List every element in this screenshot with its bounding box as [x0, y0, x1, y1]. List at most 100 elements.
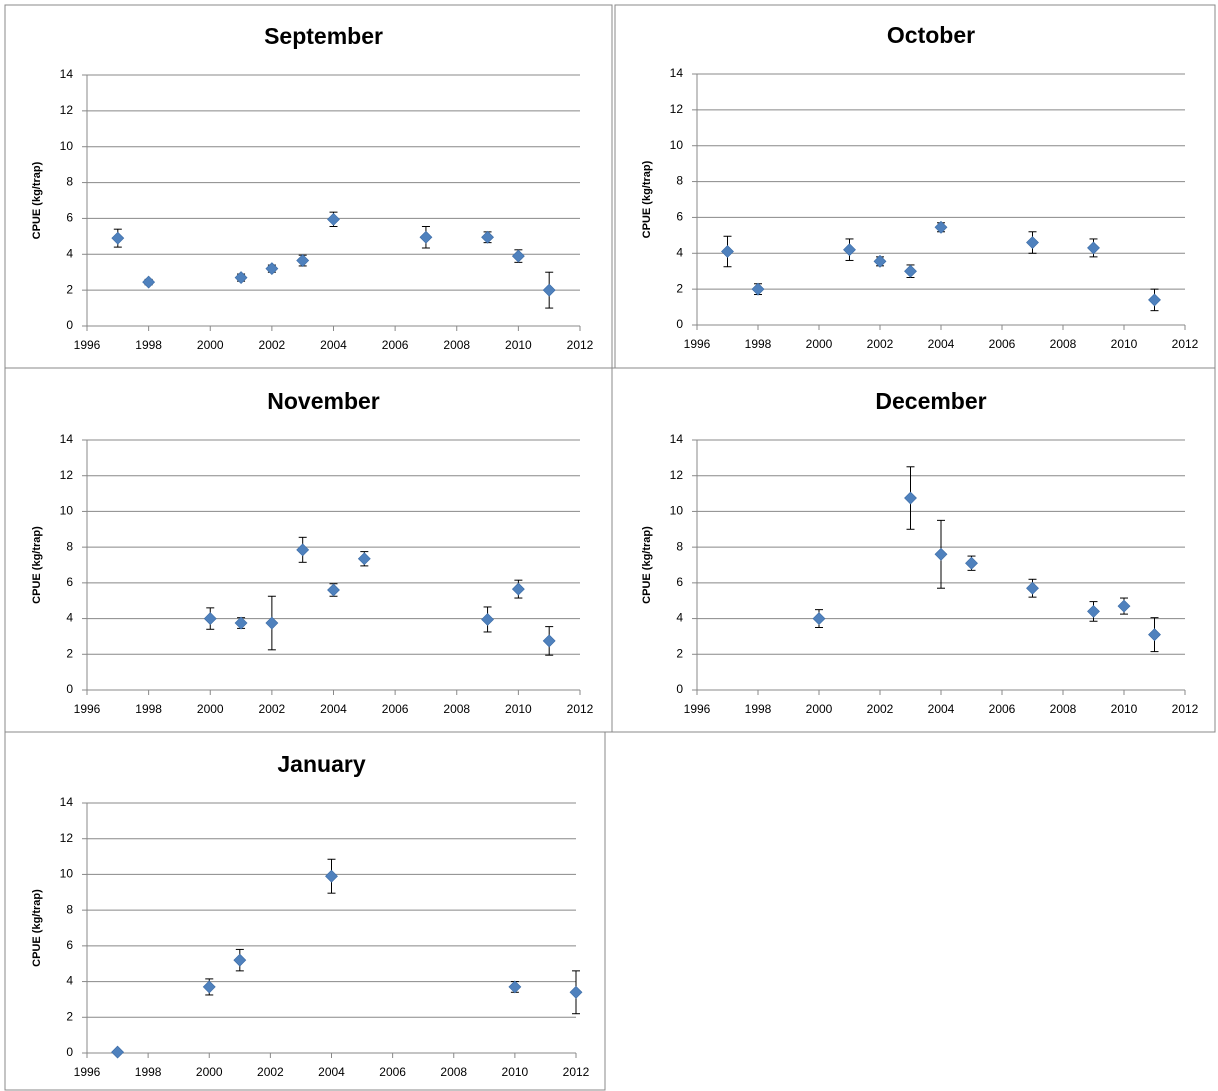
x-tick-label: 2004 — [320, 702, 347, 716]
data-point — [1026, 581, 1039, 595]
data-point — [1117, 599, 1131, 613]
y-tick-label: 8 — [66, 539, 73, 553]
data-point — [542, 283, 556, 297]
y-tick-label: 14 — [60, 795, 74, 809]
y-tick-label: 12 — [60, 468, 74, 482]
x-tick-label: 1996 — [74, 1065, 101, 1079]
y-tick-label: 0 — [676, 317, 683, 331]
x-tick-label: 2006 — [989, 337, 1016, 351]
x-tick-label: 2002 — [257, 1065, 284, 1079]
y-tick-label: 8 — [66, 175, 73, 189]
x-tick-label: 2010 — [1111, 702, 1138, 716]
data-point — [511, 249, 525, 263]
x-tick-label: 2010 — [505, 702, 532, 716]
data-point — [296, 543, 310, 557]
y-tick-label: 14 — [60, 432, 74, 446]
y-tick-label: 10 — [60, 139, 74, 153]
data-point — [357, 552, 371, 566]
data-point — [296, 254, 310, 267]
data-point — [812, 612, 826, 625]
x-tick-label: 2000 — [197, 702, 224, 716]
x-tick-label: 2006 — [379, 1065, 406, 1079]
x-tick-label: 1996 — [74, 338, 101, 352]
data-point — [327, 583, 340, 597]
x-tick-label: 2008 — [443, 338, 470, 352]
data-point — [325, 869, 338, 883]
data-point — [934, 547, 948, 561]
x-tick-label: 2006 — [989, 702, 1016, 716]
y-tick-label: 8 — [66, 902, 73, 916]
x-tick-label: 2004 — [318, 1065, 345, 1079]
x-tick-label: 2000 — [197, 338, 224, 352]
y-tick-label: 0 — [66, 318, 73, 332]
x-tick-label: 2012 — [1172, 702, 1199, 716]
x-tick-label: 2008 — [443, 702, 470, 716]
y-tick-label: 12 — [670, 102, 684, 116]
y-tick-label: 10 — [670, 138, 684, 152]
x-tick-label: 2006 — [382, 702, 409, 716]
x-tick-label: 1998 — [135, 338, 162, 352]
data-point — [233, 953, 247, 967]
y-axis-label: CPUE (kg/trap) — [31, 161, 43, 239]
x-tick-label: 2012 — [567, 702, 594, 716]
x-tick-label: 2012 — [1172, 337, 1199, 351]
data-point — [569, 985, 583, 999]
chart-title: January — [277, 751, 365, 777]
x-tick-label: 2002 — [867, 337, 894, 351]
x-tick-label: 2002 — [259, 338, 286, 352]
y-tick-label: 2 — [676, 646, 683, 660]
x-tick-label: 2004 — [928, 702, 955, 716]
y-tick-label: 4 — [676, 611, 683, 625]
y-tick-label: 6 — [66, 211, 73, 225]
y-tick-label: 6 — [66, 575, 73, 589]
data-point — [1148, 293, 1161, 307]
y-tick-label: 4 — [66, 611, 73, 625]
data-point — [1087, 605, 1100, 618]
y-tick-label: 10 — [670, 504, 684, 518]
y-tick-label: 0 — [676, 682, 683, 696]
data-point — [327, 212, 340, 226]
data-point — [265, 616, 279, 630]
panel-frame — [4, 4, 613, 369]
data-point — [111, 1045, 124, 1059]
data-point — [203, 612, 217, 625]
data-point — [904, 264, 917, 278]
x-tick-label: 2002 — [867, 702, 894, 716]
x-tick-label: 2010 — [505, 338, 532, 352]
x-tick-label: 1996 — [684, 337, 711, 351]
chart-title: September — [264, 23, 383, 49]
x-tick-label: 1998 — [135, 702, 162, 716]
y-tick-label: 0 — [66, 1045, 73, 1059]
data-point — [419, 230, 433, 244]
x-tick-label: 2012 — [563, 1065, 590, 1079]
data-point — [721, 245, 734, 258]
x-tick-label: 1998 — [745, 337, 772, 351]
y-axis-label: CPUE (kg/trap) — [641, 160, 653, 238]
x-tick-label: 2004 — [928, 337, 955, 351]
y-tick-label: 8 — [676, 174, 683, 188]
data-point — [111, 231, 125, 245]
data-point — [965, 556, 978, 570]
data-point — [542, 634, 556, 648]
data-point — [234, 616, 248, 630]
panel-frame — [614, 4, 1216, 369]
data-point — [873, 254, 887, 268]
data-point — [904, 491, 917, 505]
y-tick-label: 10 — [60, 867, 74, 881]
data-point — [481, 613, 494, 626]
data-point — [751, 282, 765, 296]
y-tick-label: 4 — [66, 974, 73, 988]
x-tick-label: 1996 — [684, 702, 711, 716]
y-axis-label: CPUE (kg/trap) — [31, 526, 43, 604]
y-tick-label: 2 — [66, 282, 73, 296]
x-tick-label: 1996 — [74, 702, 101, 716]
y-tick-label: 2 — [66, 1009, 73, 1023]
data-point — [142, 275, 156, 289]
y-tick-label: 4 — [676, 245, 683, 259]
data-point — [511, 582, 525, 596]
data-point — [934, 220, 948, 234]
x-tick-label: 2000 — [806, 337, 833, 351]
x-tick-label: 2004 — [320, 338, 347, 352]
panel-frame — [4, 731, 606, 1091]
